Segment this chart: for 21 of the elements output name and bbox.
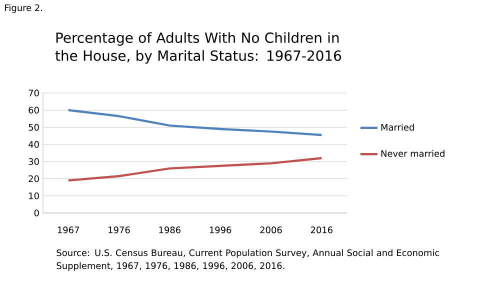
legend-label: Married: [381, 124, 414, 131]
x-tick-label: 2016: [310, 226, 333, 234]
x-tick-label: 1996: [210, 226, 232, 234]
y-tick-label: 60: [28, 106, 39, 114]
y-tick-label: 30: [28, 158, 39, 165]
y-tick-label: 50: [28, 124, 39, 131]
x-tick-label: 2006: [260, 226, 282, 234]
caption: Figure 2.: [5, 4, 42, 13]
source-note: Source: U.S. Census Bureau, Current Population Survey, Annual Social and Economic Supplement, 1967, 1976, 1986, 1996, 2006, 2016.: [56, 249, 440, 271]
x-tick-label: 1976: [108, 226, 130, 234]
y-tick-label: 40: [28, 141, 39, 148]
y-tick-label: 10: [29, 192, 39, 200]
line-series: [67, 157, 323, 182]
y-tick-label: 20: [28, 175, 39, 182]
chart-title: Percentage of Adults With No Children in the House, by Marital Status: 1967-2016: [55, 32, 342, 64]
line-series: [67, 109, 323, 136]
legend-label: Never married: [381, 150, 444, 157]
x-tick-label: 1967: [58, 226, 79, 234]
x-tick-label: 1986: [159, 226, 181, 234]
y-tick-label: 0: [34, 210, 39, 216]
y-tick-label: 70: [28, 90, 39, 96]
